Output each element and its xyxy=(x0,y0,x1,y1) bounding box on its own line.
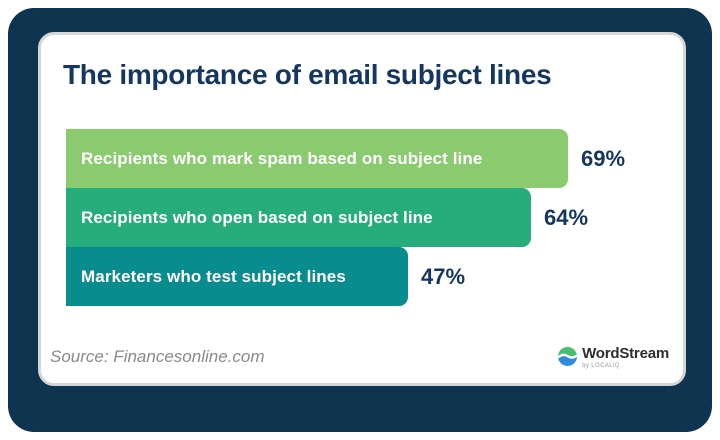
bar-value: 69% xyxy=(581,145,626,171)
bar-value: 47% xyxy=(421,263,466,289)
brand-byline: by LOCALiQ xyxy=(582,363,620,369)
brand-text: WordStream by LOCALiQ xyxy=(582,346,669,369)
bar-value: 64% xyxy=(544,204,589,230)
bar-row: Recipients who mark spam based on subjec… xyxy=(66,129,625,188)
bar-label: Recipients who mark spam based on subjec… xyxy=(81,148,483,168)
source-attribution: Source: Financesonline.com xyxy=(50,347,265,366)
bar-mark-spam: Recipients who mark spam based on subjec… xyxy=(66,129,568,188)
bar-row: Recipients who open based on subject lin… xyxy=(66,188,625,247)
bar-row: Marketers who test subject lines 47% xyxy=(66,247,625,306)
bar-chart: Recipients who mark spam based on subjec… xyxy=(66,129,625,306)
bar-label: Marketers who test subject lines xyxy=(81,266,346,286)
chart-card: The importance of email subject lines Re… xyxy=(38,32,686,386)
navy-frame: The importance of email subject lines Re… xyxy=(8,8,712,432)
bar-label: Recipients who open based on subject lin… xyxy=(81,207,433,227)
wordstream-logo: WordStream by LOCALiQ xyxy=(558,346,669,369)
chart-title: The importance of email subject lines xyxy=(63,59,552,90)
bar-open: Recipients who open based on subject lin… xyxy=(66,188,531,247)
bar-test: Marketers who test subject lines xyxy=(66,247,408,306)
brand-name: WordStream xyxy=(582,345,669,362)
wordstream-wave-icon xyxy=(558,347,578,366)
